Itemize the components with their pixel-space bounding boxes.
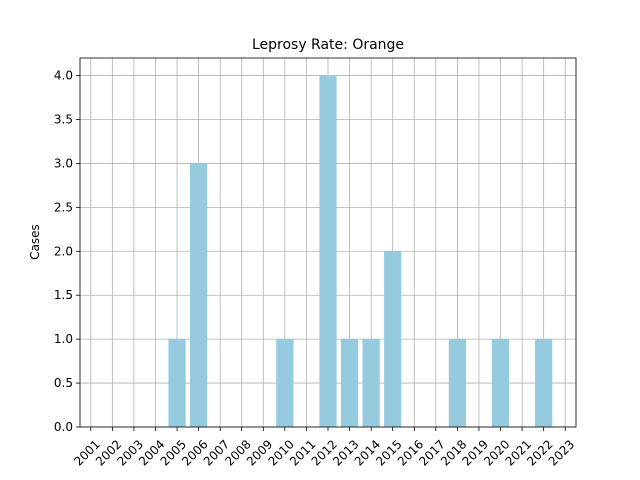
bar [168,339,186,427]
y-tick-label: 0.5 [54,376,73,390]
bar [384,251,402,427]
bar [491,339,510,427]
bar [319,75,337,428]
y-tick-label: 2.5 [54,200,73,214]
bar [362,339,380,427]
y-tick-label: 1.0 [54,332,73,346]
plot-frame [79,57,577,428]
y-tick-label: 1.5 [54,288,73,302]
y-tick-label: 3.0 [54,156,73,170]
bar [340,339,359,427]
bar [189,163,208,427]
y-tick-label: 0.0 [54,420,73,434]
chart-title: Leprosy Rate: Orange [252,37,404,53]
y-tick-label: 3.5 [54,113,73,127]
y-tick-label: 4.0 [54,69,73,83]
bar [448,339,467,427]
bar [535,339,553,427]
y-tick-label: 2.0 [54,244,73,258]
bar [276,339,294,427]
y-axis-label: Cases [28,224,42,260]
